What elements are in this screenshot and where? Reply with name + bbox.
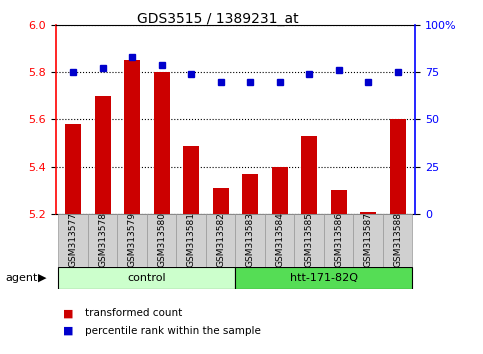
- Bar: [236, 214, 265, 267]
- Bar: [213, 188, 229, 214]
- Bar: [117, 214, 147, 267]
- Text: GSM313587: GSM313587: [364, 212, 373, 267]
- Text: GSM313579: GSM313579: [128, 212, 137, 267]
- Bar: [360, 212, 376, 214]
- Text: transformed count: transformed count: [85, 308, 182, 318]
- Bar: [236, 267, 412, 289]
- Bar: [383, 214, 412, 267]
- Bar: [206, 214, 236, 267]
- Bar: [354, 214, 383, 267]
- Text: GSM313585: GSM313585: [305, 212, 313, 267]
- Bar: [242, 174, 258, 214]
- Bar: [65, 124, 81, 214]
- Bar: [147, 214, 176, 267]
- Text: control: control: [128, 273, 166, 283]
- Text: htt-171-82Q: htt-171-82Q: [290, 273, 358, 283]
- Text: ▶: ▶: [38, 273, 47, 283]
- Bar: [124, 60, 141, 214]
- Bar: [58, 267, 236, 289]
- Text: ■: ■: [63, 308, 73, 318]
- Bar: [176, 214, 206, 267]
- Text: ■: ■: [63, 326, 73, 336]
- Bar: [88, 214, 117, 267]
- Bar: [154, 72, 170, 214]
- Text: GSM313588: GSM313588: [393, 212, 402, 267]
- Bar: [58, 214, 88, 267]
- Text: GDS3515 / 1389231_at: GDS3515 / 1389231_at: [137, 12, 298, 27]
- Text: GSM313583: GSM313583: [246, 212, 255, 267]
- Text: GSM313577: GSM313577: [69, 212, 78, 267]
- Text: percentile rank within the sample: percentile rank within the sample: [85, 326, 260, 336]
- Bar: [95, 96, 111, 214]
- Text: GSM313586: GSM313586: [334, 212, 343, 267]
- Bar: [271, 167, 288, 214]
- Text: GSM313584: GSM313584: [275, 212, 284, 267]
- Text: GSM313578: GSM313578: [98, 212, 107, 267]
- Text: GSM313582: GSM313582: [216, 212, 225, 267]
- Bar: [295, 214, 324, 267]
- Bar: [301, 136, 317, 214]
- Bar: [265, 214, 295, 267]
- Text: GSM313580: GSM313580: [157, 212, 166, 267]
- Text: GSM313581: GSM313581: [187, 212, 196, 267]
- Bar: [390, 120, 406, 214]
- Bar: [330, 190, 347, 214]
- Bar: [324, 214, 354, 267]
- Bar: [183, 145, 199, 214]
- Text: agent: agent: [6, 273, 38, 283]
